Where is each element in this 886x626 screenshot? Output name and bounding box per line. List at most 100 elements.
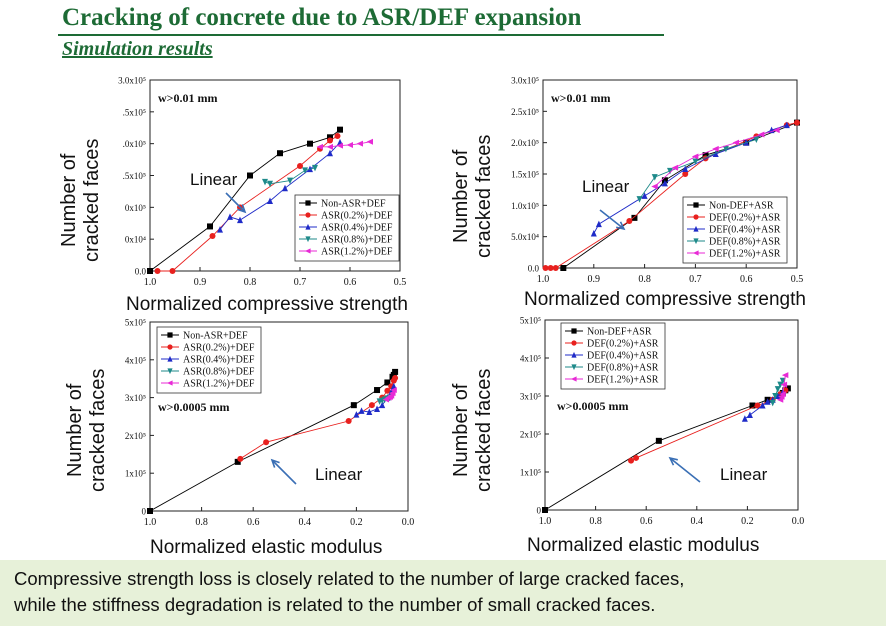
chart4-legend-label: DEF(0.4%)+ASR bbox=[587, 351, 659, 362]
chart1-ylabel-line1: Number of bbox=[58, 153, 80, 247]
chart1-ytick-label: .0x10⁵ bbox=[123, 139, 146, 149]
chart4-series1-point bbox=[655, 437, 662, 444]
chart3-xlabel: Normalized elastic modulus bbox=[150, 537, 383, 558]
chart3-legend-label: ASR(0.4%)+DEF bbox=[183, 355, 255, 366]
chart2-series5-point bbox=[651, 183, 658, 190]
chart3-linear-arrow bbox=[271, 459, 297, 485]
chart4-legend-label: DEF(1.2%)+ASR bbox=[587, 375, 659, 386]
chart4-series-line-2 bbox=[630, 389, 786, 461]
chart4-legend-swatch-marker bbox=[571, 364, 577, 371]
chart2-ytick-label: 0.0 bbox=[528, 264, 540, 274]
chart3-ytick-label: 3x10⁵ bbox=[125, 393, 146, 403]
chart4-ylabel-line1: Number of bbox=[450, 383, 472, 477]
chart4-series3-point bbox=[746, 411, 753, 418]
chart1-series2-point bbox=[209, 232, 216, 239]
chart1-ytick-label: 0x10⁵ bbox=[125, 203, 146, 213]
chart4-series4-point bbox=[777, 381, 784, 389]
chart4-series4-point bbox=[769, 399, 776, 407]
conclusion-line-1: Compressive strength loss is closely rel… bbox=[14, 568, 685, 589]
chart3-linear-arrowhead bbox=[270, 458, 280, 468]
chart2-xtick-label: 0.8 bbox=[638, 274, 651, 285]
chart3-series2-point bbox=[392, 374, 399, 381]
chart1-legend-swatch-marker bbox=[305, 223, 311, 230]
chart4-series4-point bbox=[779, 377, 786, 385]
chart2-ytick-label: 2.5x10⁵ bbox=[511, 107, 539, 117]
chart3-plot-frame bbox=[149, 321, 409, 512]
chart1-series5-point bbox=[346, 141, 353, 148]
chart4-series3-point bbox=[741, 415, 748, 422]
chart4-ytick-label: 4x10⁵ bbox=[520, 354, 541, 364]
chart2-series4-point bbox=[651, 174, 658, 181]
chart1-xtick-label: 1.0 bbox=[144, 277, 157, 288]
chart3-xtick-label: 0.4 bbox=[299, 517, 312, 528]
chart3-series1-point bbox=[390, 371, 397, 378]
chart-asr-def-strength: 1.0 0.9 0.8 0.7 0.6 0.5 0.0 0x10⁴ 0x10⁵ .5x10⁵ .0x… bbox=[118, 76, 804, 529]
chart3-series2-point bbox=[368, 402, 375, 409]
chart4-legend-swatch-marker bbox=[571, 351, 577, 358]
chart2-ylabel-line2: cracked faces bbox=[473, 134, 495, 258]
chart2-xtick-label: 0.6 bbox=[740, 274, 753, 285]
chart1-series1-point bbox=[337, 126, 343, 133]
chart2-series3-point bbox=[682, 165, 689, 172]
chart1-series5-point bbox=[316, 143, 323, 150]
chart1-ylabel-line2: cracked faces bbox=[81, 138, 103, 262]
chart3-ytick-label: 2x10⁵ bbox=[125, 431, 146, 441]
chart2-series5-point bbox=[732, 139, 740, 146]
chart3-ytick-label: 0 bbox=[142, 507, 147, 517]
chart1-annotation: w>0.01 mm bbox=[158, 91, 218, 105]
chart1-ytick-label: 3.0x10⁵ bbox=[118, 76, 146, 86]
chart4-xlabel: Normalized elastic modulus bbox=[527, 535, 760, 556]
chart1-series5-point bbox=[336, 142, 343, 149]
chart1-series4-point bbox=[262, 178, 268, 186]
chart3-series-line-2 bbox=[240, 377, 396, 460]
chart1-legend-label: ASR(1.2%)+DEF bbox=[321, 247, 393, 258]
chart3-series1-point bbox=[384, 379, 391, 386]
chart4-series4-point bbox=[774, 386, 781, 393]
chart1-xtick-label: 0.6 bbox=[344, 277, 357, 288]
chart1-xtick-label: 0.7 bbox=[294, 277, 307, 288]
chart3-legend-swatch-marker bbox=[167, 344, 173, 350]
chart2-xtick-label: 0.9 bbox=[588, 274, 601, 285]
chart1-xlabel: Normalized compressive strength bbox=[126, 294, 408, 315]
chart1-series4-point bbox=[287, 177, 293, 185]
chart4-annotation: w>0.0005 mm bbox=[557, 399, 629, 413]
chart2-xtick-label: 1.0 bbox=[537, 274, 550, 285]
chart2-series3-point bbox=[595, 220, 602, 228]
chart1-linear-arrow bbox=[225, 192, 246, 213]
chart4-ytick-label: 2x10⁵ bbox=[520, 430, 541, 440]
chart1-xtick-label: 0.9 bbox=[194, 277, 207, 288]
chart3-legend-label: ASR(1.2%)+DEF bbox=[183, 379, 255, 390]
chart2-series5-point bbox=[712, 145, 719, 152]
chart2-series-line-4 bbox=[639, 139, 757, 200]
chart2-series3-point bbox=[590, 230, 597, 237]
chart3-ytick-label: 4x10⁵ bbox=[125, 355, 146, 365]
chart3-linear-label: Linear bbox=[315, 465, 363, 484]
chart2-series5-point bbox=[671, 164, 679, 171]
chart3-annotation: w>0.0005 mm bbox=[158, 400, 230, 414]
chart4-series5-point bbox=[781, 372, 789, 379]
chart2-series4-point bbox=[722, 145, 729, 153]
chart2-series2-point bbox=[547, 265, 554, 271]
chart2-ylabel-line1: Number of bbox=[450, 149, 472, 243]
chart4-series1-point bbox=[542, 507, 548, 513]
chart3-xtick-label: 0.6 bbox=[247, 517, 260, 528]
chart2-series4-point bbox=[753, 136, 760, 144]
chart3-series1-point bbox=[392, 368, 399, 375]
chart3-ylabel-line2: cracked faces bbox=[87, 368, 109, 492]
chart1-series4-point bbox=[267, 180, 273, 188]
chart-panel-1: 1.0 0.9 0.8 0.7 0.6 0.5 0.0 0x10⁴ 0x10⁵ .5x10⁵ .0x… bbox=[118, 76, 804, 529]
chart4-series4-point bbox=[772, 393, 779, 400]
chart3-series3-point bbox=[358, 407, 365, 414]
chart2-series5-point bbox=[691, 153, 699, 160]
chart2-series4-point bbox=[692, 158, 699, 165]
chart1-series3-point bbox=[267, 197, 273, 204]
chart4-ytick-label: 0 bbox=[537, 506, 542, 516]
chart2-legend-swatch-marker bbox=[693, 238, 699, 245]
chart4-linear-arrow bbox=[669, 457, 701, 483]
chart1-legend-label: ASR(0.2%)+DEF bbox=[321, 211, 393, 222]
chart4-linear-arrowhead bbox=[668, 456, 678, 466]
chart3-series2-point bbox=[237, 455, 244, 462]
chart4-series3-point bbox=[759, 402, 766, 409]
chart1-linear-label: Linear bbox=[190, 170, 238, 189]
chart3-series2-point bbox=[263, 439, 270, 446]
